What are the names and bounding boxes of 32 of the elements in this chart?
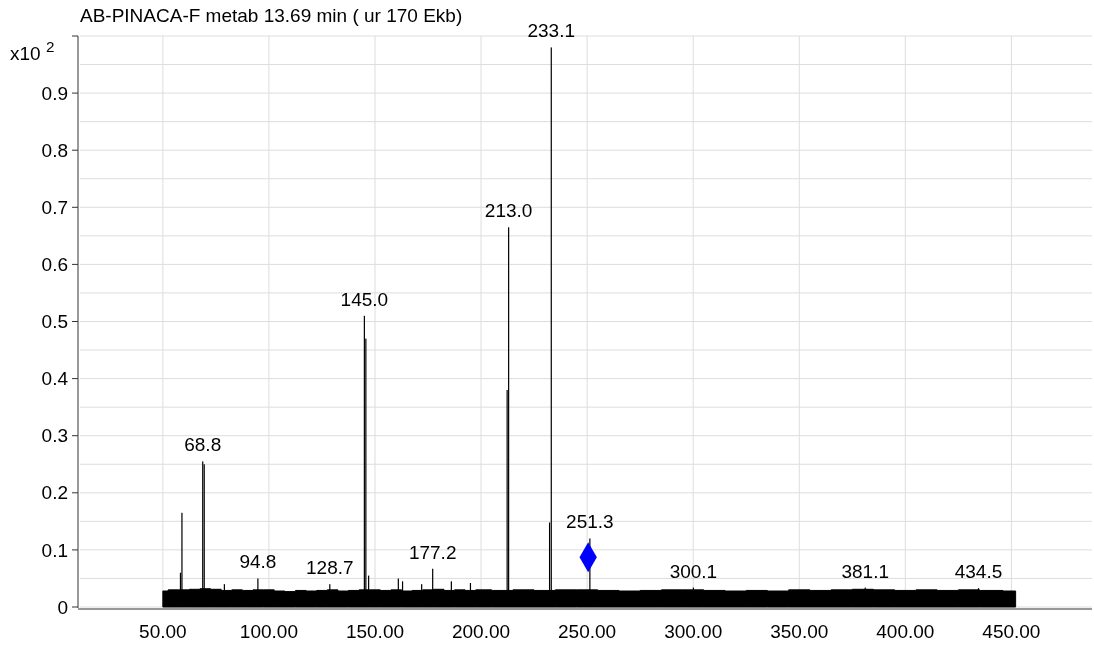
annotation: 300.1 — [669, 560, 718, 582]
y-tick-label: 0.2 — [41, 482, 68, 504]
x-tick-label: 300.00 — [664, 621, 723, 642]
annotation: 251.3 — [566, 511, 614, 533]
y-tick-label: 0.7 — [41, 196, 68, 218]
annotation: 145.0 — [340, 288, 389, 310]
annotation: 128.7 — [306, 557, 354, 579]
x-tick-label: 50.00 — [139, 621, 187, 642]
y-tick-label: 0.5 — [41, 311, 68, 333]
y-tick-label: 0.4 — [41, 368, 69, 390]
y-tick-label: 0.1 — [41, 539, 68, 561]
annotation: 381.1 — [841, 560, 889, 582]
y-tick-label: 0 — [57, 596, 68, 618]
annotation: 94.8 — [239, 551, 277, 573]
x-tick-label: 400.00 — [876, 621, 935, 642]
annotation: 68.8 — [184, 434, 222, 456]
y-tick-label: 0.9 — [41, 82, 68, 104]
annotation: 434.5 — [954, 561, 1003, 583]
chart-title: AB-PINACA-F metab 13.69 min ( ur 170 Ekb) — [80, 5, 463, 26]
y-axis-title: x10 $^{2}$ — [10, 37, 55, 64]
x-tick-label: 450.00 — [982, 621, 1041, 642]
annotation: 177.2 — [408, 541, 457, 563]
y-tick-label: 0.6 — [41, 254, 68, 276]
y-tick-label: 0.8 — [41, 139, 68, 161]
x-tick-label: 200.00 — [451, 621, 511, 642]
y-tick-label: 0.3 — [41, 425, 68, 447]
x-tick-label: 150.00 — [345, 621, 405, 642]
x-tick-label: 100.00 — [239, 621, 298, 642]
x-tick-label: 250.00 — [558, 621, 617, 642]
annotation: 233.1 — [527, 20, 576, 42]
annotation: 213.0 — [484, 200, 533, 222]
x-tick-label: 350.00 — [770, 621, 829, 642]
